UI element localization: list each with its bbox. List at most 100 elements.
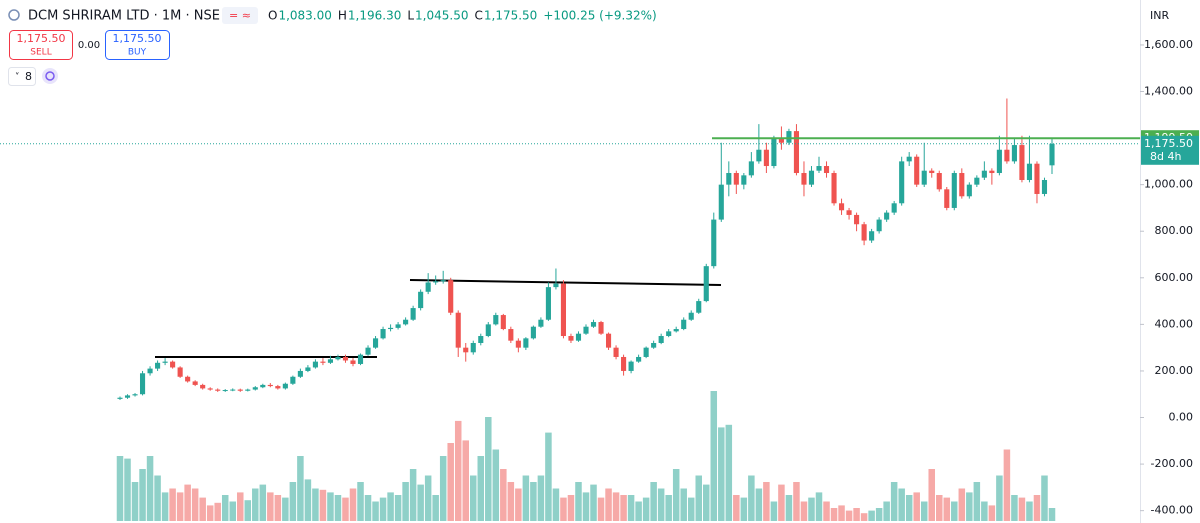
candle-body <box>230 389 236 391</box>
volume-bar <box>605 488 612 521</box>
candle-body <box>598 322 604 334</box>
candle-body <box>448 280 454 313</box>
volume-bar <box>687 497 695 521</box>
candle-body <box>861 224 867 241</box>
candle-body <box>921 170 927 185</box>
candle-body <box>936 173 942 190</box>
volume-bar <box>507 482 515 521</box>
candle-body <box>590 322 597 327</box>
candle-body <box>748 161 754 176</box>
candle-body <box>951 173 957 208</box>
volume-bar <box>575 482 582 521</box>
refresh-button[interactable] <box>42 68 58 84</box>
candle-body <box>222 390 228 392</box>
volume-bar <box>221 495 229 521</box>
volume-bar <box>530 482 537 521</box>
candle-body <box>854 214 860 225</box>
volume-bar <box>274 495 282 521</box>
candle-body <box>575 333 582 341</box>
candle-body <box>846 210 852 215</box>
volume-bar <box>289 482 297 521</box>
symbol-icon <box>8 9 20 21</box>
ohlc-value: 1,196.30 <box>348 9 401 23</box>
candle-body <box>508 329 514 341</box>
spread: 0.00 <box>78 40 100 51</box>
candle-body <box>185 376 191 382</box>
candle-body <box>621 356 627 371</box>
volume-bar <box>838 505 845 521</box>
candle-body <box>929 170 935 174</box>
candle-body <box>869 231 875 241</box>
volume-bar <box>620 495 627 521</box>
volume-bar <box>169 488 176 521</box>
sell-button[interactable] <box>9 30 73 60</box>
candle-body <box>966 184 972 197</box>
volume-bar <box>184 484 191 521</box>
candle-body <box>726 173 732 185</box>
candle-body <box>530 326 536 339</box>
candle-body <box>793 131 800 174</box>
volume-bar <box>229 501 236 521</box>
volume-bar <box>387 492 394 521</box>
chevron: ˅ <box>15 73 20 83</box>
volume-bar <box>214 502 221 521</box>
volume-bar <box>319 489 327 521</box>
candle-body <box>658 336 664 344</box>
volume-bar <box>890 482 898 521</box>
change: +100.25 (+9.32%) <box>543 9 656 23</box>
candle-body <box>741 175 747 185</box>
volume-bar <box>740 497 748 521</box>
volume-bar <box>680 488 687 521</box>
candle-body <box>124 395 131 398</box>
volume-bar <box>943 497 951 521</box>
candle-body <box>327 359 334 363</box>
volume-bar <box>537 475 545 521</box>
candle-body <box>583 326 589 334</box>
candle-body <box>568 336 574 341</box>
volume-bar <box>342 497 349 521</box>
candle-body <box>192 381 198 385</box>
candle-body <box>282 383 288 389</box>
volume-bar <box>642 497 650 521</box>
volume-bar <box>597 497 605 521</box>
price-tag <box>1141 135 1199 165</box>
candle-body <box>260 384 266 388</box>
ohlc-value: 1,175.50 <box>484 9 537 23</box>
candle-body <box>493 315 499 325</box>
volume-bar <box>146 456 154 521</box>
y-tick-label: 200.00 <box>1155 364 1194 377</box>
candle-body <box>884 212 890 220</box>
candle-body <box>418 291 424 309</box>
candle-body <box>1011 145 1017 162</box>
ohlc-row: O 1,083.00 H 1,196.30 L 1,045.50 C 1,175.50 +100… <box>268 9 657 23</box>
candle-body <box>455 312 461 348</box>
volume-bar <box>394 495 402 521</box>
volume-bar <box>372 501 379 521</box>
trendline <box>409 279 722 286</box>
candle-body <box>1034 163 1040 194</box>
volume-bar <box>860 513 868 521</box>
candle-body <box>215 389 221 391</box>
candle-body <box>297 370 303 377</box>
volume-bar <box>657 488 665 521</box>
candle-body <box>996 149 1002 174</box>
buy-button[interactable] <box>105 30 170 60</box>
candle-body <box>605 333 612 348</box>
volume-bar <box>304 479 312 521</box>
volume-bar <box>650 482 657 521</box>
compare-badge[interactable] <box>222 7 258 24</box>
volume-bar <box>590 484 597 521</box>
candle-body <box>711 219 717 267</box>
candle-body <box>403 319 409 325</box>
volume-bar <box>244 500 252 521</box>
currency: INR <box>1150 9 1169 22</box>
candle-body <box>651 343 657 348</box>
candle-body <box>771 138 777 167</box>
volume-bar <box>447 443 454 521</box>
indicator-toggle[interactable] <box>8 67 36 86</box>
volume-bar <box>951 501 958 521</box>
buy-label: BUY <box>128 48 147 58</box>
candle-body <box>801 173 807 185</box>
price-label: 1,175.50 <box>1144 137 1193 150</box>
volume-bar <box>470 475 477 521</box>
